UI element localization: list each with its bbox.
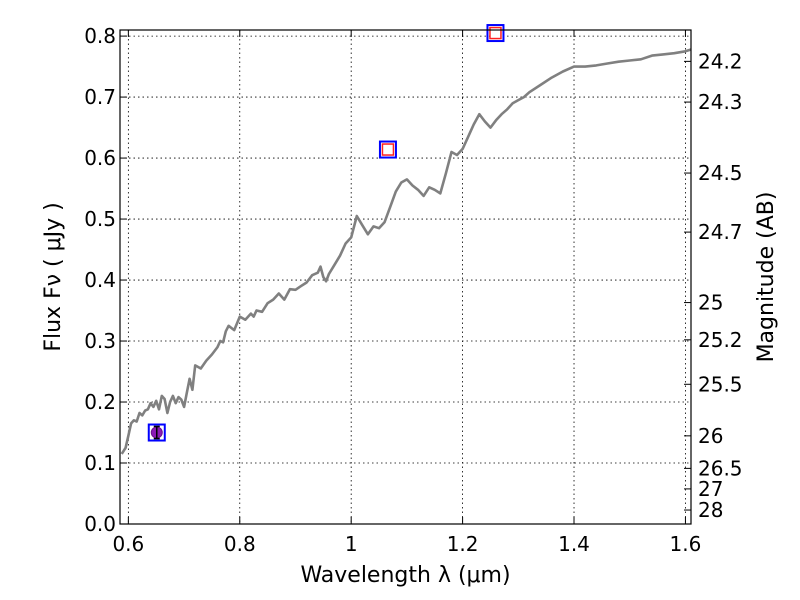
right-tick-label: 24.2 <box>698 49 743 73</box>
outer-square-marker <box>378 140 397 159</box>
x-tick-label: 0.8 <box>224 532 256 556</box>
right-tick-label: 26 <box>698 424 723 448</box>
right-tick-label: 26.5 <box>698 456 743 480</box>
x-axis-label: Wavelength λ (μm) <box>300 563 510 588</box>
outer-square-marker <box>486 24 505 43</box>
right-tick-label: 24.7 <box>698 220 743 244</box>
series-layer <box>120 48 692 455</box>
right-tick-label: 24.3 <box>698 90 743 114</box>
x-tick-label: 1.6 <box>670 532 702 556</box>
x-tick-label: 0.6 <box>112 532 144 556</box>
inner-square-marker <box>489 26 502 40</box>
photometry-point <box>147 423 166 442</box>
y-tick-label: 0.2 <box>84 390 116 414</box>
right-tick-label: 25.5 <box>698 372 743 396</box>
right-axis-label: Magnitude (AB) <box>754 192 779 363</box>
y-ticks: 0.0 0.1 0.2 0.3 0.4 0.5 0.6 0.7 0.8 <box>84 24 127 536</box>
y-tick-label: 0.8 <box>84 24 116 48</box>
y-tick-label: 0.0 <box>84 512 116 536</box>
right-tick-label: 25.2 <box>698 328 743 352</box>
right-tick-label: 28 <box>698 498 723 522</box>
y-tick-label: 0.1 <box>84 451 116 475</box>
x-tick-label: 1 <box>345 532 358 556</box>
photometry-point <box>486 24 505 43</box>
photometry-point <box>378 140 397 159</box>
marker-layer <box>147 24 505 442</box>
right-tick-label: 25 <box>698 291 723 315</box>
y-tick-label: 0.5 <box>84 207 116 231</box>
x-tick-label: 1.4 <box>558 532 590 556</box>
right-tick-label: 27 <box>698 477 723 501</box>
x-ticks: 0.6 0.8 1 1.2 1.4 1.6 <box>112 30 701 556</box>
right-tick-label: 24.5 <box>698 161 743 185</box>
y-tick-label: 0.6 <box>84 146 116 170</box>
plot-frame <box>119 29 692 525</box>
x-tick-label: 1.2 <box>447 532 479 556</box>
grid-lines <box>120 30 691 525</box>
inner-square-marker <box>381 143 395 156</box>
y-axis-label: Flux Fν ( μJy ) <box>41 202 66 351</box>
y-tick-label: 0.7 <box>84 85 116 109</box>
y-tick-label: 0.3 <box>84 329 116 353</box>
outer-square-marker <box>147 423 166 442</box>
spectrum-line <box>120 48 692 455</box>
y-tick-label: 0.4 <box>84 268 116 292</box>
